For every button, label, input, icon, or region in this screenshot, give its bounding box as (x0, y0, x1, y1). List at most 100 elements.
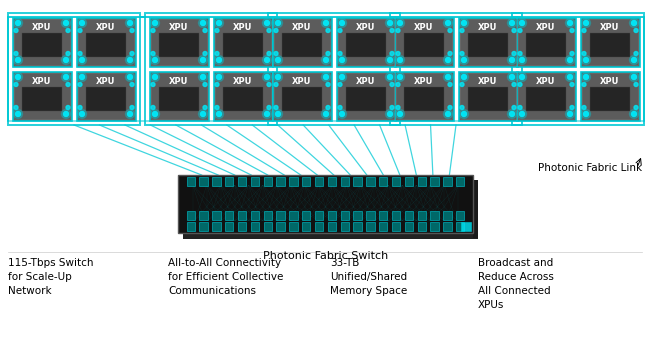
Bar (178, 175, 473, 233)
Circle shape (151, 52, 155, 55)
Circle shape (198, 55, 207, 65)
Circle shape (125, 73, 135, 81)
FancyBboxPatch shape (213, 72, 272, 120)
Circle shape (16, 74, 21, 79)
Circle shape (274, 82, 278, 86)
Text: XPU: XPU (536, 78, 556, 86)
Circle shape (326, 106, 330, 110)
Circle shape (77, 55, 86, 65)
Circle shape (64, 20, 68, 26)
FancyBboxPatch shape (518, 73, 574, 119)
Circle shape (276, 74, 281, 79)
Circle shape (510, 20, 515, 26)
Bar (225, 211, 233, 220)
Circle shape (151, 73, 159, 81)
Circle shape (79, 74, 84, 79)
Circle shape (582, 52, 586, 55)
FancyBboxPatch shape (77, 18, 135, 66)
Circle shape (153, 74, 157, 79)
Circle shape (396, 106, 400, 110)
Circle shape (460, 55, 469, 65)
Circle shape (263, 73, 272, 81)
Circle shape (322, 55, 330, 65)
Circle shape (216, 112, 222, 117)
Bar (341, 177, 349, 186)
Circle shape (570, 52, 574, 55)
FancyBboxPatch shape (582, 19, 638, 65)
Circle shape (510, 58, 515, 62)
Circle shape (265, 74, 270, 79)
Circle shape (215, 106, 219, 110)
Circle shape (151, 106, 155, 110)
Circle shape (14, 28, 18, 33)
Bar (22, 33, 62, 57)
Bar (225, 222, 233, 231)
Text: XPU: XPU (32, 24, 52, 33)
Bar (443, 177, 452, 186)
Bar (392, 222, 400, 231)
Bar (341, 211, 349, 220)
Circle shape (508, 19, 517, 27)
Circle shape (634, 82, 638, 86)
Circle shape (78, 52, 82, 55)
Circle shape (519, 20, 525, 26)
Bar (379, 222, 387, 231)
Circle shape (517, 73, 526, 81)
FancyBboxPatch shape (274, 73, 330, 119)
Circle shape (337, 19, 346, 27)
Circle shape (200, 20, 205, 26)
Circle shape (519, 112, 525, 117)
Bar (430, 177, 439, 186)
Bar (289, 211, 298, 220)
Circle shape (274, 28, 278, 33)
Circle shape (518, 52, 522, 55)
Bar (461, 222, 471, 231)
Circle shape (517, 19, 526, 27)
Circle shape (390, 28, 394, 33)
Circle shape (263, 19, 272, 27)
Circle shape (274, 110, 283, 119)
Circle shape (460, 52, 464, 55)
Bar (468, 33, 508, 57)
Circle shape (460, 110, 469, 119)
FancyBboxPatch shape (213, 18, 272, 66)
Circle shape (387, 112, 393, 117)
FancyBboxPatch shape (458, 18, 517, 66)
Circle shape (338, 52, 342, 55)
Circle shape (448, 52, 452, 55)
Circle shape (153, 20, 157, 26)
Bar (238, 177, 246, 186)
Circle shape (584, 20, 588, 26)
Text: Photonic Fabric Link: Photonic Fabric Link (538, 163, 642, 173)
FancyBboxPatch shape (14, 73, 70, 119)
Circle shape (62, 19, 70, 27)
Circle shape (79, 20, 84, 26)
Circle shape (125, 55, 135, 65)
Circle shape (326, 82, 330, 86)
Circle shape (390, 106, 394, 110)
Circle shape (276, 112, 281, 117)
Circle shape (632, 58, 636, 62)
Circle shape (634, 106, 638, 110)
Circle shape (460, 73, 469, 81)
Circle shape (274, 73, 283, 81)
Bar (346, 33, 386, 57)
Circle shape (322, 73, 330, 81)
FancyBboxPatch shape (78, 73, 134, 119)
Circle shape (263, 110, 272, 119)
Bar (443, 222, 452, 231)
Bar (223, 87, 263, 111)
FancyBboxPatch shape (215, 73, 271, 119)
Bar (183, 233, 478, 239)
Circle shape (274, 52, 278, 55)
Bar (417, 222, 426, 231)
Bar (366, 211, 374, 220)
Bar (86, 33, 126, 57)
Circle shape (566, 73, 575, 81)
Circle shape (567, 58, 573, 62)
Circle shape (398, 74, 402, 79)
Circle shape (16, 58, 21, 62)
Circle shape (512, 106, 516, 110)
Circle shape (64, 74, 68, 79)
Circle shape (385, 110, 395, 119)
